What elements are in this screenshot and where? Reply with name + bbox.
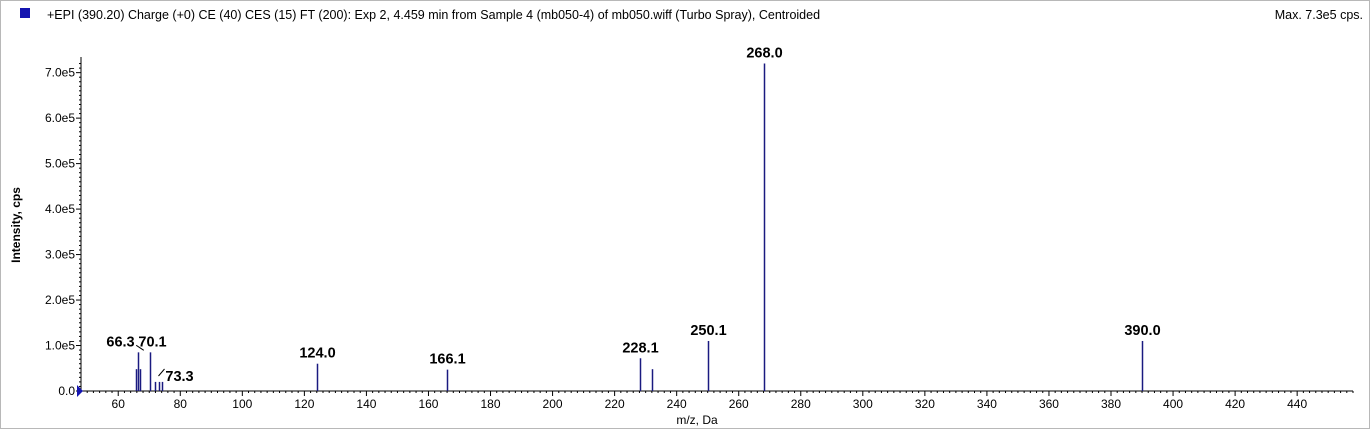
y-tick-label: 5.0e5 <box>45 157 75 171</box>
x-tick-label: 240 <box>667 397 687 411</box>
y-tick-label: 2.0e5 <box>45 293 75 307</box>
x-tick-label: 140 <box>356 397 376 411</box>
y-axis-title: Intensity, cps <box>9 187 23 263</box>
max-intensity-label: Max. 7.3e5 cps. <box>1274 8 1363 22</box>
peak-label: 124.0 <box>299 346 335 362</box>
label-leader-line <box>158 368 165 377</box>
y-tick-label: 6.0e5 <box>45 111 75 125</box>
x-tick-label: 380 <box>1101 397 1121 411</box>
x-tick-label: 100 <box>232 397 252 411</box>
peak-label: 268.0 <box>746 46 782 62</box>
x-tick-label: 60 <box>112 397 126 411</box>
y-tick-label: 7.0e5 <box>45 66 75 80</box>
x-tick-label: 300 <box>853 397 873 411</box>
spectrum-header: +EPI (390.20) Charge (+0) CE (40) CES (1… <box>1 1 1369 29</box>
x-tick-label: 220 <box>605 397 625 411</box>
x-tick-label: 160 <box>418 397 438 411</box>
origin-marker <box>77 385 83 397</box>
x-tick-label: 400 <box>1163 397 1183 411</box>
x-tick-label: 280 <box>791 397 811 411</box>
x-tick-label: 180 <box>481 397 501 411</box>
x-tick-label: 200 <box>543 397 563 411</box>
peak-label: 73.3 <box>165 369 193 385</box>
peak-label: 166.1 <box>429 352 465 368</box>
series-color-swatch[interactable] <box>20 8 30 18</box>
y-tick-label: 0.0 <box>58 384 75 398</box>
peak-label: 228.1 <box>622 340 658 356</box>
x-tick-label: 120 <box>294 397 314 411</box>
x-tick-label: 80 <box>174 397 188 411</box>
peak-label: 250.1 <box>690 323 726 339</box>
y-tick-label: 3.0e5 <box>45 248 75 262</box>
x-tick-label: 260 <box>729 397 749 411</box>
x-tick-label: 440 <box>1287 397 1307 411</box>
label-leader-line <box>135 344 145 351</box>
x-tick-label: 420 <box>1225 397 1245 411</box>
peak-label: 70.1 <box>138 334 166 350</box>
peak-label: 66.3 <box>106 334 134 350</box>
x-tick-label: 360 <box>1039 397 1059 411</box>
y-tick-label: 1.0e5 <box>45 339 75 353</box>
x-tick-label: 320 <box>915 397 935 411</box>
peak-label: 390.0 <box>1124 323 1160 339</box>
x-tick-label: 340 <box>977 397 997 411</box>
x-axis-title: m/z, Da <box>676 413 718 427</box>
y-tick-label: 4.0e5 <box>45 202 75 216</box>
spectrum-title: +EPI (390.20) Charge (+0) CE (40) CES (1… <box>47 8 821 22</box>
